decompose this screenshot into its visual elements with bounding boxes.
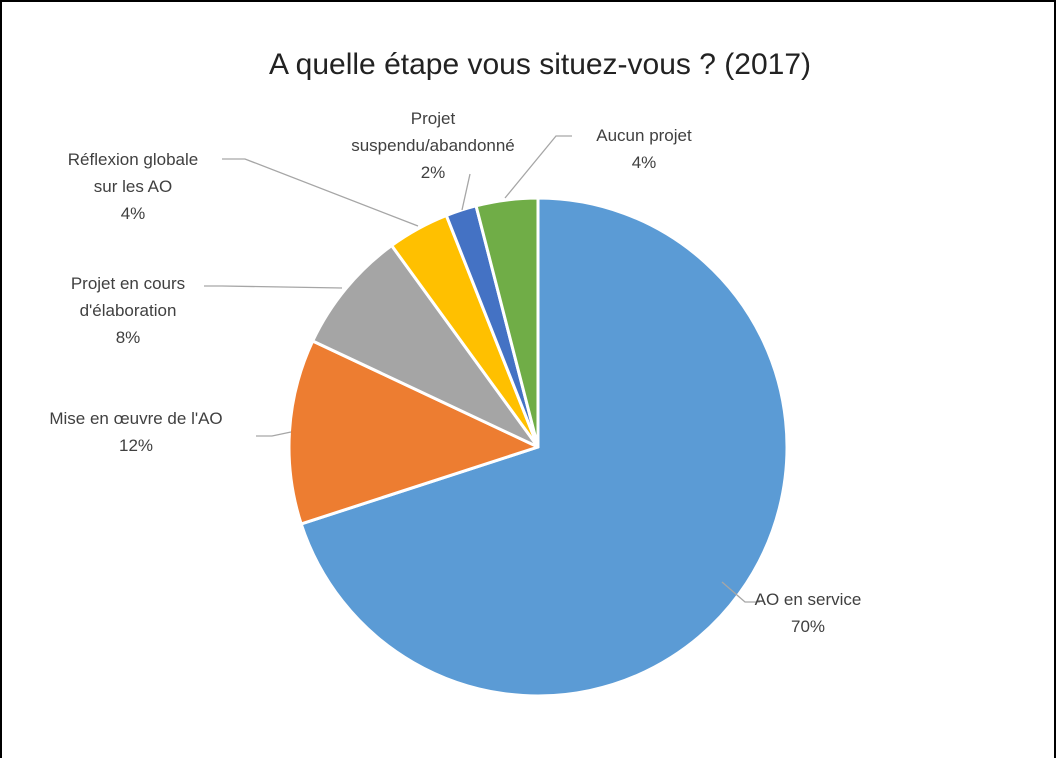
category-label: Réflexion globale sur les AO: [67, 150, 199, 196]
data-label: Réflexion globale sur les AO 4%: [58, 146, 208, 227]
leader-line: [204, 285, 343, 289]
pie-slice: [287, 339, 540, 526]
category-label: Aucun projet: [596, 126, 692, 145]
pie-slice: [311, 244, 540, 449]
category-label: AO en service: [754, 590, 862, 609]
value-label: 4%: [120, 204, 146, 223]
data-label: Projet en cours d'élaboration 8%: [53, 270, 203, 351]
leader-line: [504, 135, 572, 199]
category-label: Projet en cours d'élaboration: [70, 274, 186, 320]
chart-title: A quelle étape vous situez-vous ? (2017): [268, 48, 811, 81]
value-label: 12%: [118, 436, 154, 455]
leader-lines: [204, 135, 760, 603]
leader-line: [222, 158, 419, 227]
data-label: Mise en œuvre de l'AO 12%: [11, 405, 261, 459]
category-label: Projet suspendu/abandonné: [351, 109, 515, 155]
value-label: 8%: [115, 328, 141, 347]
category-label: Mise en œuvre de l'AO: [49, 409, 223, 428]
value-label: 2%: [420, 163, 446, 182]
data-label: Aucun projet 4%: [569, 122, 719, 176]
leader-line: [461, 173, 471, 211]
data-label: AO en service 70%: [748, 586, 868, 640]
value-label: 70%: [790, 617, 826, 636]
value-label: 4%: [631, 153, 657, 172]
pie-slice: [474, 196, 540, 449]
leader-line: [256, 431, 292, 437]
pie-slice: [299, 196, 789, 698]
leader-line: [721, 581, 760, 603]
data-label: Projet suspendu/abandonné 2%: [348, 105, 518, 186]
